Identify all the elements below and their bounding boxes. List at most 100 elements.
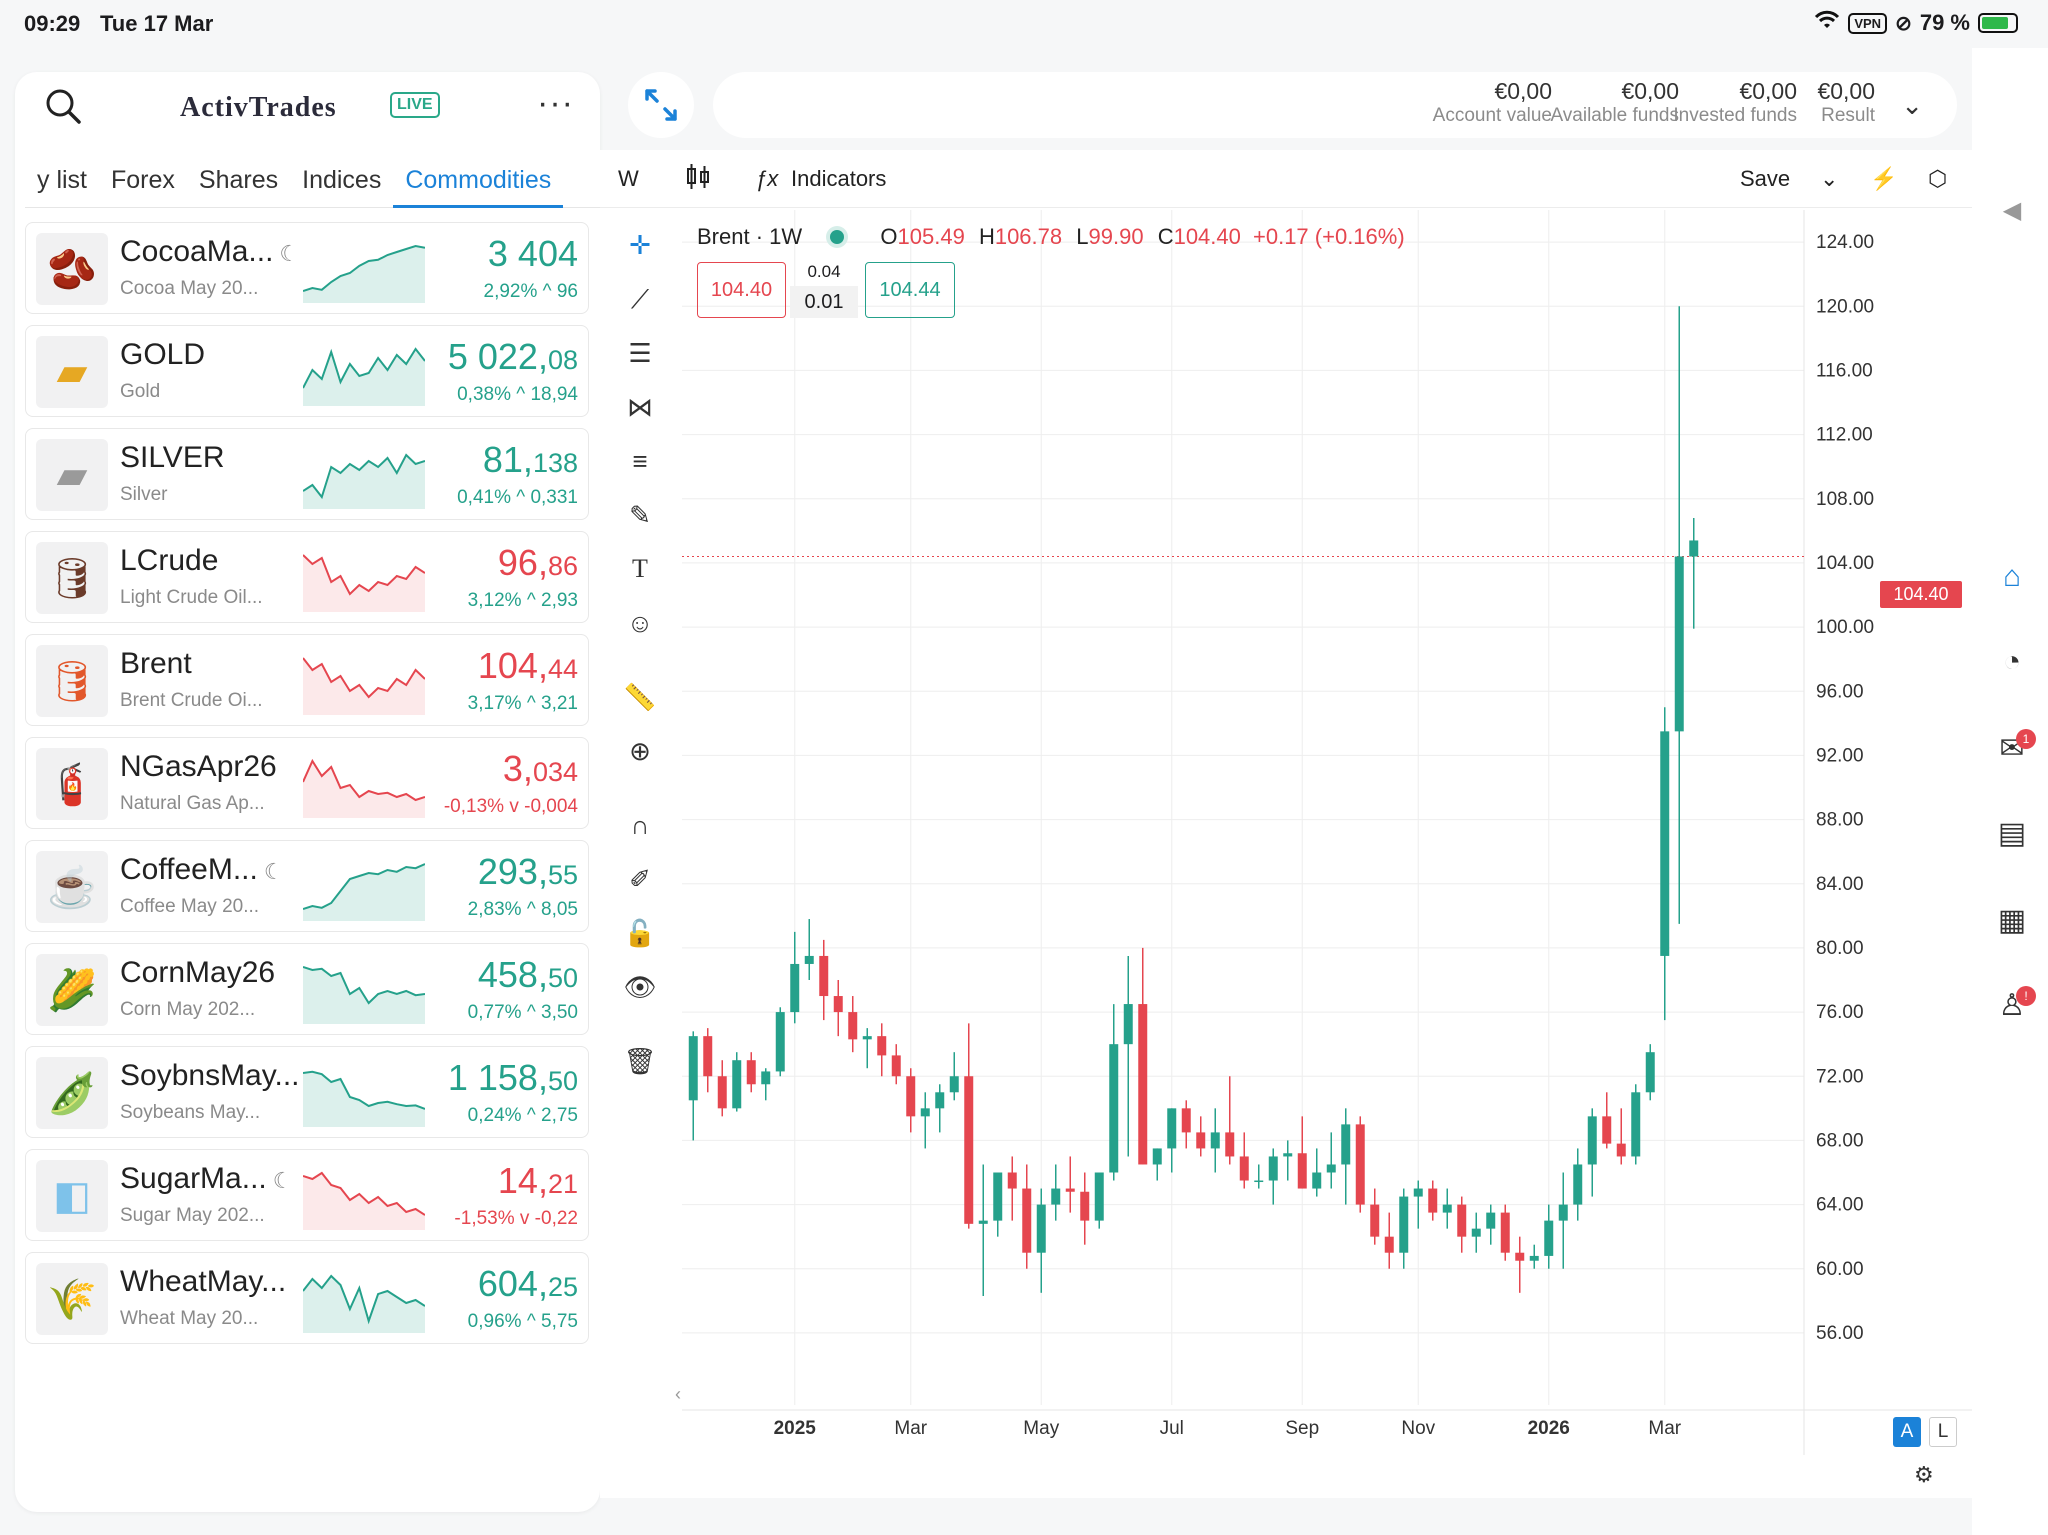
instrument-row[interactable]: 🌾 WheatMay... Wheat May 20... 604,25 0,9… xyxy=(25,1252,589,1344)
instrument-row[interactable]: ▰ SILVER Silver 81,138 0,41% ^ 0,331 xyxy=(25,428,589,520)
ruler-icon[interactable]: 📏 xyxy=(623,682,657,712)
sparkline xyxy=(303,244,425,303)
axis-settings-icon[interactable]: ⚙ xyxy=(1914,1462,1934,1487)
sparkline xyxy=(303,1171,425,1230)
save-button[interactable]: Save xyxy=(1740,166,1791,191)
buy-price-button[interactable]: 104.44 xyxy=(865,262,955,318)
market-closed-moon-icon: ☾ xyxy=(279,241,300,266)
instrument-row[interactable]: 🌽 CornMay26 Corn May 202... 458,50 0,77%… xyxy=(25,943,589,1035)
save-options-chevron-icon[interactable]: ⌄ xyxy=(1820,166,1839,191)
scroll-left-icon[interactable]: ‹ xyxy=(675,1384,681,1404)
candle-body xyxy=(1558,1204,1568,1221)
candle-body xyxy=(1500,1212,1510,1253)
text-tool-icon[interactable]: T xyxy=(632,554,648,583)
unlock-icon[interactable]: 🔓 xyxy=(623,918,657,948)
instrument-row[interactable]: 🛢 LCrude Light Crude Oil... 96,86 3,12% … xyxy=(25,531,589,623)
emoji-icon[interactable]: ☺ xyxy=(626,608,654,638)
instrument-row[interactable]: 🫘 CocoaMa... ☾ Cocoa May 20... 3 404 2,92… xyxy=(25,222,589,314)
auto-scale-button[interactable]: A xyxy=(1893,1417,1921,1447)
x-tick-label: 2025 xyxy=(774,1418,817,1439)
result: €0,00 Result xyxy=(1817,78,1875,126)
tab-commodities[interactable]: Commodities xyxy=(393,166,564,208)
instrument-row[interactable]: ◧ SugarMa... ☾ Sugar May 202... 14,21 -1,… xyxy=(25,1149,589,1241)
candle-body xyxy=(906,1076,916,1117)
x-tick-label: Jul xyxy=(1160,1418,1184,1439)
chevron-down-icon[interactable]: ⌄ xyxy=(1901,90,1923,120)
battery-percent: 79 % xyxy=(1919,10,1970,35)
sell-price-button[interactable]: 104.40 xyxy=(697,262,786,318)
candle-body xyxy=(804,955,814,964)
instrument-row[interactable]: 🧯 NGasApr26 Natural Gas Ap... 3,034 -0,1… xyxy=(25,737,589,829)
candle-body xyxy=(877,1036,887,1056)
instrument-row[interactable]: ▰ GOLD Gold 5 022,08 0,38% ^ 18,94 xyxy=(25,325,589,417)
instrument-change: 0,96% ^ 5,75 xyxy=(467,1311,578,1332)
watchlist-panel: ActivTrades LIVE ··· y list Forex Shares In… xyxy=(15,72,600,1512)
fib-levels-icon[interactable]: ≡ xyxy=(632,446,648,476)
log-scale-button[interactable]: L xyxy=(1929,1417,1957,1447)
indicators-button[interactable]: Indicators xyxy=(791,166,887,191)
instrument-change: -1,53% v -0,22 xyxy=(454,1208,578,1229)
x-tick-label: Nov xyxy=(1401,1418,1435,1439)
y-tick-label: 92.00 xyxy=(1816,745,1864,766)
account-summary[interactable]: €0,00 Account value €0,00 Available funds … xyxy=(713,72,1957,138)
trend-line-icon[interactable]: ⟋ xyxy=(630,284,650,314)
instrument-name: CoffeeM... ☾ xyxy=(120,853,284,886)
settings-hexagon-icon[interactable]: ⬡ xyxy=(1928,166,1948,191)
instrument-row[interactable]: 🛢 Brent Brent Crude Oi... 104,44 3,17% ^… xyxy=(25,634,589,726)
sparkline xyxy=(303,554,425,612)
fx-icon[interactable]: ƒx xyxy=(755,166,779,191)
expand-button[interactable] xyxy=(628,72,694,138)
home-icon[interactable]: ⌂ xyxy=(2002,560,2022,593)
instrument-change: 0,24% ^ 2,75 xyxy=(467,1105,578,1126)
live-badge: LIVE xyxy=(390,92,440,118)
instrument-price: 14,21 xyxy=(497,1160,578,1201)
more-menu-icon[interactable]: ··· xyxy=(537,84,574,122)
instrument-change: 3,12% ^ 2,93 xyxy=(467,590,578,611)
crosshair-icon[interactable]: ✛ xyxy=(629,230,651,260)
portfolio-pie-icon[interactable]: ◔ xyxy=(2002,645,2022,678)
tab-forex[interactable]: Forex xyxy=(111,166,175,194)
mail-badge: 1 xyxy=(2016,729,2036,749)
magnet-icon[interactable]: ∩ xyxy=(630,810,650,840)
collapse-arrow-icon[interactable]: ◀ xyxy=(2002,197,2022,224)
interval-selector[interactable]: W xyxy=(618,166,639,191)
sugar-cubes-icon: ◧ xyxy=(36,1160,108,1232)
candle-body xyxy=(1196,1132,1206,1149)
search-icon[interactable] xyxy=(43,86,83,126)
lock-drawing-icon[interactable]: ✐ xyxy=(629,864,651,894)
instrument-description: Cocoa May 20... xyxy=(120,278,259,299)
brush-icon[interactable]: ✎ xyxy=(629,500,651,530)
sparkline xyxy=(303,1274,425,1333)
instrument-description: Brent Crude Oi... xyxy=(120,690,263,711)
y-tick-label: 96.00 xyxy=(1816,681,1864,702)
tab-shares[interactable]: Shares xyxy=(198,166,279,194)
zoom-in-icon[interactable]: ⊕ xyxy=(629,736,651,766)
calendar-icon[interactable]: ▦ xyxy=(1997,904,2027,937)
candle-body xyxy=(1471,1228,1481,1237)
tab-indices[interactable]: Indices xyxy=(302,166,382,194)
status-bar: 09:29 Tue 17 Mar VPN ⊘ 79 % xyxy=(0,0,2048,48)
candle-body xyxy=(732,1060,742,1109)
candle-body xyxy=(1210,1132,1220,1149)
battery-icon xyxy=(1978,13,2018,33)
pattern-icon[interactable]: ⋈ xyxy=(627,392,653,422)
quick-draw-icon[interactable]: ⚡ xyxy=(1870,166,1898,191)
candle-body xyxy=(862,1036,872,1040)
status-time: 09:29 xyxy=(24,11,81,36)
trash-icon[interactable]: 🗑 xyxy=(623,1046,657,1076)
tab-y-list[interactable]: y list xyxy=(37,166,87,194)
candle-body xyxy=(1442,1204,1452,1213)
price-chart[interactable]: 56.00 60.00 64.00 68.00 72.00 76.00 80.00 84.00… xyxy=(682,210,1972,1500)
instrument-change: 0,77% ^ 3,50 xyxy=(467,1002,578,1023)
horizontal-lines-icon[interactable]: ☰ xyxy=(628,338,652,368)
gold-bars-icon: ▰ xyxy=(36,336,108,408)
wheat-icon: 🌾 xyxy=(36,1263,108,1335)
candle-body xyxy=(1022,1188,1032,1253)
news-icon[interactable]: ▤ xyxy=(1997,817,2027,850)
instrument-row[interactable]: ☕ CoffeeM... ☾ Coffee May 20... 293,55 2,… xyxy=(25,840,589,932)
silver-bars-icon: ▰ xyxy=(36,439,108,511)
candle-type-icon[interactable] xyxy=(685,162,711,198)
instrument-row[interactable]: 🫛 SoybnsMay... Soybeans May... 1 158,50 … xyxy=(25,1046,589,1138)
visibility-icon[interactable]: 👁 xyxy=(623,972,657,1002)
candle-body xyxy=(1689,540,1699,557)
